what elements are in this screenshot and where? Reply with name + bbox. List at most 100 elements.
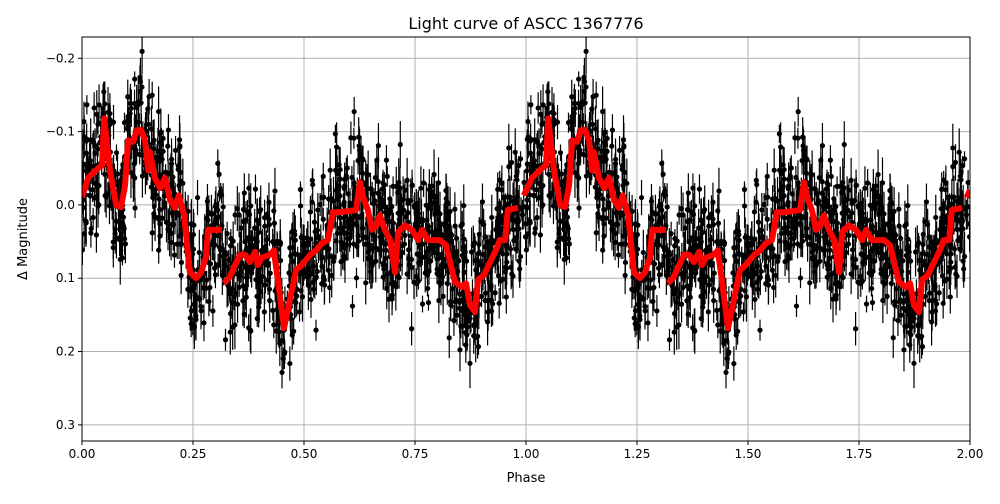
marker <box>335 231 340 236</box>
marker <box>891 335 896 340</box>
marker <box>179 260 184 265</box>
marker <box>558 150 563 155</box>
marker <box>609 144 614 149</box>
marker <box>201 320 206 325</box>
marker <box>333 168 338 173</box>
marker <box>632 315 637 320</box>
marker <box>88 158 93 163</box>
data-point <box>165 131 170 161</box>
marker <box>246 186 251 191</box>
marker <box>191 302 196 307</box>
marker <box>794 303 799 308</box>
marker <box>327 285 332 290</box>
marker <box>862 186 867 191</box>
marker <box>508 265 513 270</box>
marker <box>165 144 170 149</box>
marker <box>393 281 398 286</box>
marker <box>156 248 161 253</box>
marker <box>298 288 303 293</box>
marker <box>282 351 287 356</box>
marker <box>197 250 202 255</box>
marker <box>573 106 578 111</box>
data-point <box>834 176 839 196</box>
marker <box>231 239 236 244</box>
marker <box>242 190 247 195</box>
marker <box>651 285 656 290</box>
marker <box>390 184 395 189</box>
marker <box>272 188 277 193</box>
marker <box>434 256 439 261</box>
marker <box>654 308 659 313</box>
marker <box>955 238 960 243</box>
marker <box>784 258 789 263</box>
marker <box>594 230 599 235</box>
marker <box>509 160 514 165</box>
marker <box>621 145 626 150</box>
marker <box>389 204 394 209</box>
data-point <box>864 296 869 313</box>
marker <box>933 215 938 220</box>
data-point <box>715 312 720 339</box>
marker <box>511 238 516 243</box>
marker <box>421 180 426 185</box>
marker <box>546 172 551 177</box>
marker <box>555 245 560 250</box>
marker <box>447 335 452 340</box>
data-point <box>114 144 119 161</box>
marker <box>426 300 431 305</box>
marker <box>706 282 711 287</box>
marker <box>102 172 107 177</box>
marker <box>338 215 343 220</box>
marker <box>111 245 116 250</box>
marker <box>723 370 728 375</box>
data-point <box>609 131 614 161</box>
marker <box>139 49 144 54</box>
marker <box>210 308 215 313</box>
marker <box>742 203 747 208</box>
data-point <box>953 261 958 288</box>
marker <box>949 195 954 200</box>
data-point <box>210 295 215 327</box>
marker <box>431 172 436 177</box>
marker <box>505 195 510 200</box>
marker <box>807 280 812 285</box>
data-point <box>792 121 797 154</box>
marker <box>758 274 763 279</box>
marker <box>405 201 410 206</box>
marker <box>207 285 212 290</box>
marker <box>248 328 253 333</box>
marker <box>726 351 731 356</box>
marker <box>865 180 870 185</box>
marker <box>875 172 880 177</box>
marker <box>782 215 787 220</box>
marker <box>489 215 494 220</box>
data-point <box>426 295 431 311</box>
marker <box>313 328 318 333</box>
marker <box>374 158 379 163</box>
marker <box>271 322 276 327</box>
data-point <box>390 176 395 196</box>
marker <box>223 337 228 342</box>
marker <box>177 145 182 150</box>
data-point <box>509 261 514 288</box>
marker <box>641 250 646 255</box>
data-point <box>313 320 318 341</box>
data-point <box>865 169 870 197</box>
marker <box>92 105 97 110</box>
marker <box>953 160 958 165</box>
marker <box>172 252 177 257</box>
marker <box>188 315 193 320</box>
marker <box>840 275 845 280</box>
data-point <box>651 264 656 311</box>
data-point <box>207 264 212 311</box>
marker <box>345 165 350 170</box>
marker <box>509 271 514 276</box>
marker <box>849 178 854 183</box>
data-point <box>223 329 228 351</box>
marker <box>221 204 226 209</box>
marker <box>340 258 345 263</box>
marker <box>837 281 842 286</box>
data-point <box>272 168 277 214</box>
marker <box>350 303 355 308</box>
marker <box>779 231 784 236</box>
